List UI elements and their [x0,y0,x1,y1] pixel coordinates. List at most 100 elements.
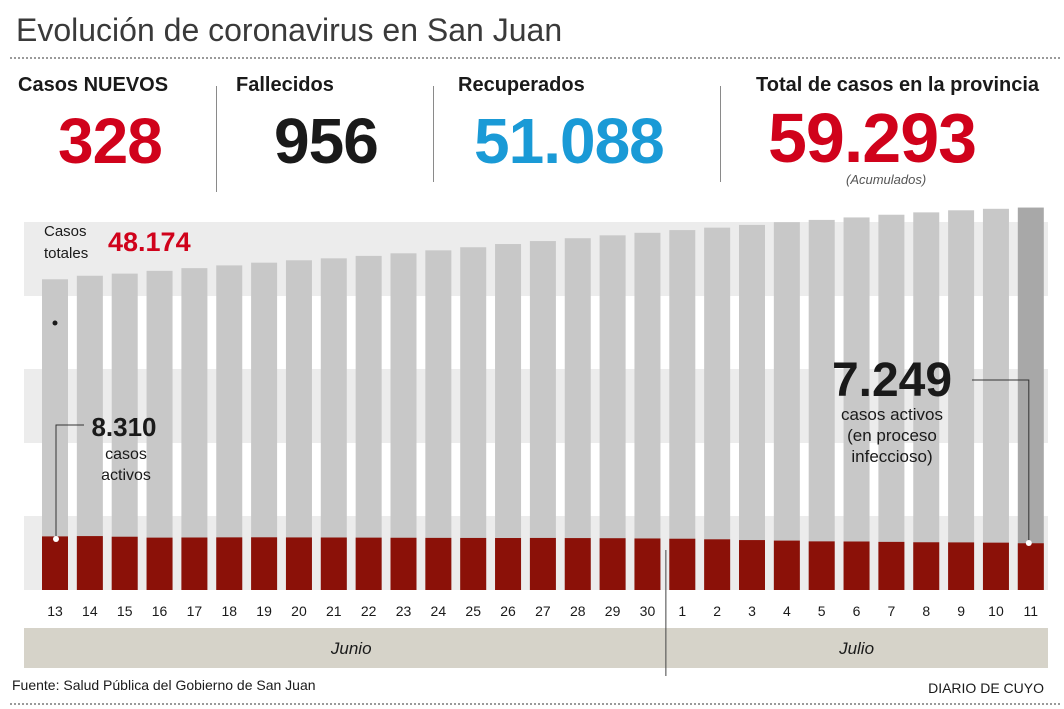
activos-first-label-line2: activos [101,467,151,484]
month-label: Junio [330,639,372,658]
stat-fallecidos-value: 956 [274,105,379,177]
activos-last-label-line2: (en proceso [847,426,937,445]
stat-divider-3 [720,86,721,182]
divider-bottom [10,703,1060,705]
stat-divider-2 [433,86,434,182]
stat-nuevos-value: 328 [58,105,163,177]
month-label: Julio [838,639,874,658]
totales-label-line1: Casos [44,223,87,240]
bar-activos [948,542,975,590]
activos-first-value: 8.310 [91,412,156,442]
divider-top [10,57,1060,59]
bar-total [320,258,347,590]
bar-total [216,265,243,590]
totales-value: 48.174 [108,227,191,257]
activos-first-leader [55,424,84,539]
bar-activos [390,537,417,590]
bar-activos [1017,543,1044,590]
bar-activos [704,539,731,590]
x-tick-label: 3 [748,603,756,619]
bar-total [390,253,417,590]
bar-activos [913,542,940,590]
x-tick-label: 29 [605,603,621,619]
x-tick-label: 26 [500,603,516,619]
stat-total-label: Total de casos en la provincia [756,74,1040,96]
bar-total [669,230,696,590]
bar-activos [425,537,452,590]
x-tick-label: 24 [431,603,447,619]
source-note: Fuente: Salud Pública del Gobierno de Sa… [12,677,316,693]
stat-recuperados-label: Recuperados [458,74,585,96]
bar-activos [146,537,173,590]
bar-total [251,262,278,590]
x-tick-label: 6 [853,603,861,619]
bar-total [1017,207,1044,590]
bar-total [355,255,382,590]
activos-last-label-line3: infeccioso) [851,447,932,466]
page-title: Evolución de coronavirus en San Juan [16,12,563,48]
activos-last-label-line1: casos activos [841,405,943,424]
activos-last-marker [1025,540,1032,546]
activos-first-marker [53,536,59,542]
stat-total-value: 59.293 [768,99,977,177]
bar-activos [564,538,591,590]
bar-activos [111,536,138,590]
credit-text: DIARIO DE CUYO [928,680,1044,696]
bar-total [773,222,800,590]
x-tick-label: 7 [888,603,896,619]
totales-marker [52,320,58,326]
bar-total [982,208,1009,590]
bar-activos [982,542,1009,590]
bar-activos [460,537,487,590]
bar-activos [634,538,661,590]
x-tick-label: 17 [187,603,203,619]
bar-activos [808,541,835,590]
bar-activos [773,540,800,590]
bar-activos [42,536,68,590]
bar-activos [181,537,208,590]
x-tick-label: 11 [1024,603,1039,619]
x-tick-label: 4 [783,603,791,619]
stat-recuperados: Recuperados 51.088 [458,74,665,177]
bar-activos [529,537,556,590]
bar-total [739,224,765,590]
bar-total [808,219,835,591]
x-tick-label: 1 [678,603,686,619]
bar-total [704,227,731,590]
activos-last-leader [972,379,1030,542]
bar-activos [878,541,905,590]
x-tick-label: 18 [221,603,237,619]
x-tick-label: 19 [256,603,272,619]
bar-activos [599,538,626,590]
stat-fallecidos: Fallecidos 956 [236,74,379,177]
bar-total [181,268,208,590]
x-tick-label: 9 [957,603,965,619]
bar-total [529,241,556,590]
bar-activos [739,540,765,590]
bar-total [460,247,487,590]
bar-total [425,250,452,590]
x-tick-label: 15 [117,603,133,619]
bar-activos [320,537,347,590]
x-tick-label: 28 [570,603,586,619]
x-tick-label: 13 [47,603,63,619]
month-band [24,628,1048,668]
bar-activos [216,537,243,590]
stat-total: Total de casos en la provincia 59.293 [756,74,1039,173]
bar-activos [251,537,278,590]
bar-activos [285,537,312,590]
stat-divider-1 [216,86,217,192]
bar-total [878,214,905,590]
stat-nuevos: Casos NUEVOS 328 [18,74,168,173]
x-tick-label: 27 [535,603,551,619]
bar-total [599,235,626,590]
bar-activos [76,536,103,590]
x-tick-label: 23 [396,603,412,619]
stat-fallecidos-label: Fallecidos [236,74,334,96]
bar-total [285,260,312,590]
bar-total [948,210,975,590]
x-tick-label: 14 [82,603,98,619]
stat-recuperados-value: 51.088 [474,105,665,177]
x-tick-label: 16 [152,603,168,619]
